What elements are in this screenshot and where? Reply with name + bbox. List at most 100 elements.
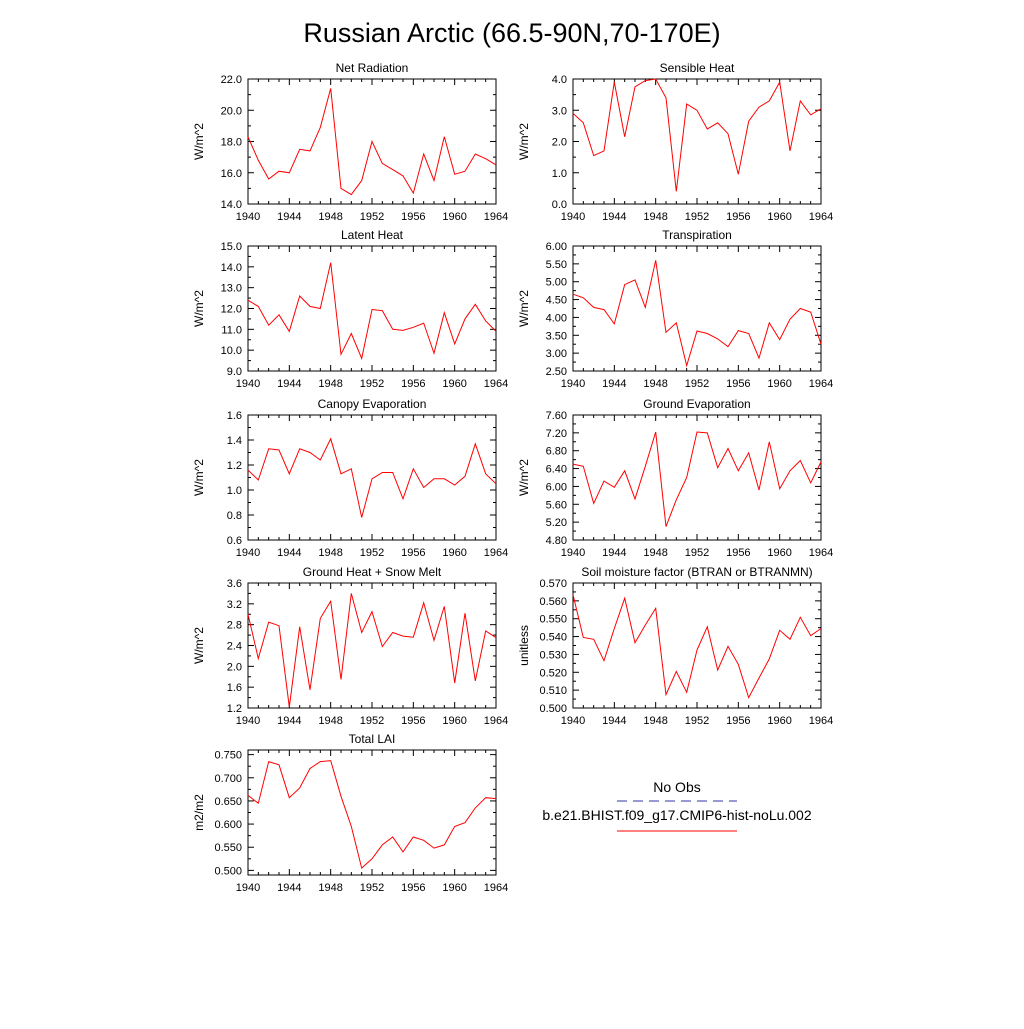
chart-panel-2: Sensible Heat W/m^2 1940 1944 1948 1952 1956 19… <box>517 61 833 223</box>
y-axis-label: W/m^2 <box>192 123 206 160</box>
y-tick-label: 3.0 <box>552 105 567 117</box>
y-tick-label: 12.0 <box>221 304 242 316</box>
y-tick-label: 20.0 <box>221 105 242 117</box>
y-tick-label: 4.00 <box>546 312 567 324</box>
y-tick-label: 5.60 <box>546 499 567 511</box>
x-tick-label: 1964 <box>484 547 508 559</box>
panel-title: Canopy Evaporation <box>318 397 427 411</box>
x-tick-label: 1952 <box>685 715 709 727</box>
y-axis-label: W/m^2 <box>192 290 206 327</box>
y-axis-label: m2/m2 <box>192 794 206 831</box>
panel-title: Ground Evaporation <box>643 397 750 411</box>
x-tick-label: 1948 <box>643 547 667 559</box>
y-tick-label: 4.0 <box>552 74 567 86</box>
y-tick-label: 6.80 <box>546 446 567 458</box>
y-tick-label: 0.750 <box>214 750 242 762</box>
x-tick-label: 1944 <box>277 547 301 559</box>
panel-title: Transpiration <box>662 228 732 242</box>
y-tick-label: 5.50 <box>546 259 567 271</box>
series-line <box>247 262 497 361</box>
y-tick-label: 0.530 <box>539 649 567 661</box>
x-tick-label: 1960 <box>442 211 466 223</box>
x-tick-label: 1944 <box>602 547 626 559</box>
y-tick-label: 3.50 <box>546 330 567 342</box>
x-tick-label: 1964 <box>484 715 508 727</box>
x-tick-label: 1952 <box>360 378 384 390</box>
plot-frame <box>247 245 497 372</box>
series-line <box>247 593 497 708</box>
y-tick-label: 0.6 <box>227 535 242 547</box>
y-tick-label: 0.500 <box>539 703 567 715</box>
y-tick-label: 0.510 <box>539 685 567 697</box>
y-tick-label: 0.700 <box>214 773 242 785</box>
chart-panel-9: Total LAI m2/m2 1940 1944 1948 1952 1956 1960 19… <box>192 732 508 894</box>
series-line <box>247 437 497 518</box>
y-tick-label: 0.550 <box>214 842 242 854</box>
y-tick-label: 1.4 <box>227 435 242 447</box>
x-tick-label: 1956 <box>401 378 425 390</box>
y-tick-label: 9.0 <box>227 366 242 378</box>
x-tick-label: 1940 <box>561 378 585 390</box>
y-tick-label: 0.600 <box>214 819 242 831</box>
x-tick-label: 1956 <box>401 882 425 894</box>
x-tick-label: 1952 <box>360 715 384 727</box>
x-tick-label: 1948 <box>643 211 667 223</box>
y-tick-label: 5.20 <box>546 517 567 529</box>
y-axis-label: W/m^2 <box>517 123 531 160</box>
x-tick-label: 1944 <box>277 882 301 894</box>
x-tick-label: 1948 <box>318 378 342 390</box>
legend-model-label: b.e21.BHIST.f09_g17.CMIP6-hist-noLu.002 <box>542 807 811 823</box>
x-tick-label: 1940 <box>236 715 260 727</box>
y-tick-label: 7.60 <box>546 410 567 422</box>
x-tick-label: 1964 <box>809 211 833 223</box>
chart-panel-1: Net Radiation W/m^2 1940 1944 1948 1952 1956 19… <box>192 61 508 223</box>
x-tick-label: 1956 <box>726 715 750 727</box>
y-tick-label: 2.4 <box>227 641 242 653</box>
chart-panel-8: Soil moisture factor (BTRAN or BTRANMN) u… <box>517 565 833 727</box>
x-tick-label: 1956 <box>726 211 750 223</box>
x-tick-label: 1940 <box>236 882 260 894</box>
y-tick-label: 0.560 <box>539 596 567 608</box>
panel-title: Total LAI <box>349 732 396 746</box>
series-line <box>247 88 497 196</box>
x-tick-label: 1940 <box>561 715 585 727</box>
x-tick-label: 1960 <box>442 715 466 727</box>
legend-obs-label: No Obs <box>653 779 700 795</box>
x-tick-label: 1952 <box>685 378 709 390</box>
y-tick-label: 3.2 <box>227 599 242 611</box>
panel-title: Latent Heat <box>341 228 404 242</box>
y-tick-label: 14.0 <box>221 262 242 274</box>
x-tick-label: 1944 <box>277 211 301 223</box>
x-tick-label: 1948 <box>643 715 667 727</box>
y-tick-label: 14.0 <box>221 199 242 211</box>
x-tick-label: 1944 <box>602 378 626 390</box>
x-tick-label: 1952 <box>360 882 384 894</box>
y-tick-label: 6.00 <box>546 481 567 493</box>
x-tick-label: 1956 <box>401 547 425 559</box>
x-tick-label: 1952 <box>685 547 709 559</box>
x-tick-label: 1956 <box>726 547 750 559</box>
x-tick-label: 1956 <box>726 378 750 390</box>
y-tick-label: 0.540 <box>539 632 567 644</box>
x-tick-label: 1964 <box>809 378 833 390</box>
y-tick-label: 11.0 <box>221 324 242 336</box>
y-tick-label: 1.2 <box>227 460 242 472</box>
chart-panel-4: Transpiration W/m^2 1940 1944 1948 1952 1956 19… <box>517 228 833 390</box>
panel-title: Ground Heat + Snow Melt <box>303 565 442 579</box>
y-tick-label: 15.0 <box>221 241 242 253</box>
y-axis-label: W/m^2 <box>192 459 206 496</box>
x-tick-label: 1940 <box>236 547 260 559</box>
y-tick-label: 10.0 <box>221 345 242 357</box>
y-tick-label: 2.0 <box>227 661 242 673</box>
y-tick-label: 0.0 <box>552 199 567 211</box>
plot-frame <box>247 749 497 876</box>
x-tick-label: 1944 <box>602 211 626 223</box>
x-tick-label: 1964 <box>484 211 508 223</box>
x-tick-label: 1964 <box>484 378 508 390</box>
x-tick-label: 1956 <box>401 715 425 727</box>
plot-frame <box>247 582 497 709</box>
x-tick-label: 1960 <box>767 378 791 390</box>
chart-panel-5: Canopy Evaporation W/m^2 1940 1944 1948 1952 1… <box>192 397 508 559</box>
series-line <box>572 78 822 192</box>
